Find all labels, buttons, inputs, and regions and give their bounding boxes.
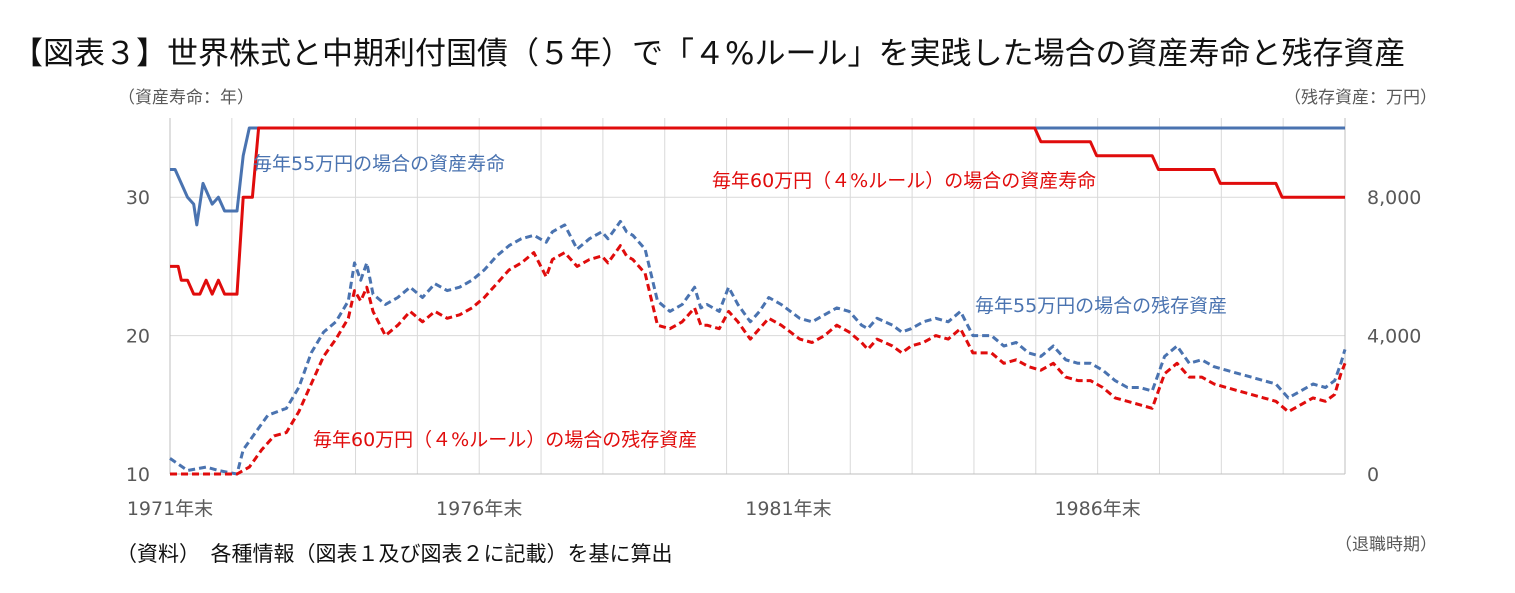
- series-line-4: [170, 244, 1347, 476]
- series-annotation: 毎年60万円（４%ルール）の場合の残存資産: [313, 429, 697, 451]
- series-annotation: 毎年55万円の場合の資産寿命: [253, 153, 505, 175]
- chart-title: 【図表３】世界株式と中期利付国債（５年）で「４%ルール」を実践した場合の資産寿命…: [12, 36, 1406, 72]
- series-line-1: [170, 126, 1345, 227]
- x-tick-label: 1986年末: [1054, 498, 1140, 520]
- series-annotation: 毎年55万円の場合の残存資産: [975, 295, 1227, 317]
- right-tick-label: 4,000: [1367, 326, 1421, 348]
- left-tick-label: 30: [126, 187, 150, 209]
- series-annotation: 毎年60万円（４%ルール）の場合の資産寿命: [712, 170, 1096, 192]
- right-tick-label: 8,000: [1367, 187, 1421, 209]
- left-tick-label: 20: [126, 326, 150, 348]
- x-tick-label: 1971年末: [127, 498, 213, 520]
- x-tick-label: 1981年末: [745, 498, 831, 520]
- series-line-3: [169, 219, 1347, 476]
- source-note: （資料） 各種情報（図表１及び図表２に記載）を基に算出: [116, 542, 673, 566]
- left-tick-label: 10: [126, 464, 150, 486]
- right-axis-title: （残存資産：万円）: [1284, 88, 1437, 108]
- left-axis-title: （資産寿命：年）: [118, 88, 254, 108]
- series-line-2: [170, 126, 1345, 296]
- x-axis-note: （退職時期）: [1335, 535, 1437, 555]
- right-tick-label: 0: [1367, 464, 1379, 486]
- x-tick-label: 1976年末: [436, 498, 522, 520]
